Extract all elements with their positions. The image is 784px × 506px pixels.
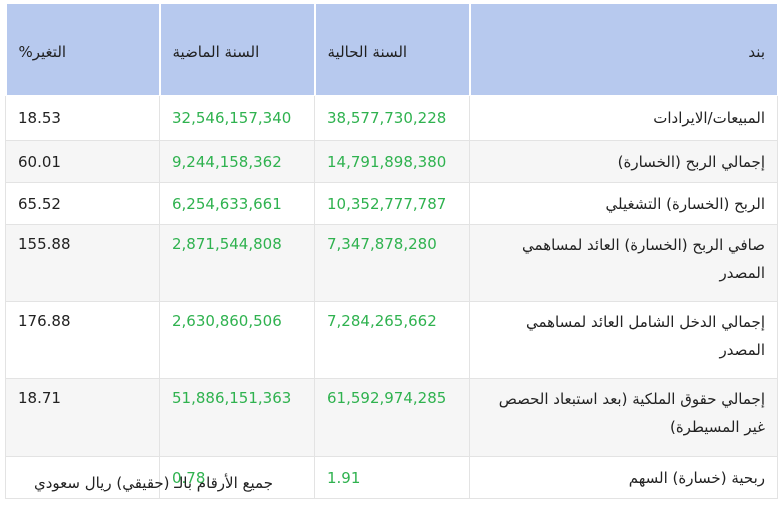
current-year-value: 38,577,730,228 [314,95,470,141]
previous-year-value: 2,871,544,808 [159,224,315,302]
previous-year-value: 2,630,860,506 [159,301,315,379]
row-label: الربح (الخسارة) التشغيلي [469,182,778,225]
previous-year-value: 51,886,151,363 [159,378,315,457]
row-label: إجمالي الدخل الشامل العائد لمساهمي المصد… [469,301,778,379]
change-value: 18.53 [5,95,160,141]
change-value: 65.52 [5,182,160,225]
header-previous-year: السنة الماضية [158,3,315,96]
current-year-value: 10,352,777,787 [314,182,470,225]
current-year-value: 7,347,878,280 [314,224,470,302]
table-row: ربحية (خسارة) السهم 1.91 0.78 [5,456,778,499]
change-value: 60.01 [5,140,160,183]
current-year-value: 61,592,974,285 [314,378,470,457]
row-label: إجمالي حقوق الملكية (بعد استبعاد الحصص غ… [469,378,778,457]
table-row: المبيعات/الايرادات 38,577,730,228 32,546… [5,95,778,141]
header-item: بند [468,3,778,96]
row-label: المبيعات/الايرادات [469,95,778,141]
previous-year-value: 6,254,633,661 [159,182,315,225]
row-label: إجمالي الربح (الخسارة) [469,140,778,183]
currency-footnote: جميع الأرقام بالـ (حقيقي) ريال سعودي [33,474,273,492]
change-value: 18.71 [5,378,160,457]
table-row: إجمالي حقوق الملكية (بعد استبعاد الحصص غ… [5,378,778,457]
table-row: صافي الربح (الخسارة) العائد لمساهمي المص… [5,224,778,302]
header-current-year: السنة الحالية [313,3,470,96]
table-row: الربح (الخسارة) التشغيلي 10,352,777,787 … [5,182,778,225]
change-value [5,456,160,499]
change-value: 176.88 [5,301,160,379]
previous-year-value: 0.78 [159,456,315,499]
previous-year-value: 9,244,158,362 [159,140,315,183]
table-row: إجمالي الدخل الشامل العائد لمساهمي المصد… [5,301,778,379]
current-year-value: 7,284,265,662 [314,301,470,379]
financial-table: بند السنة الحالية السنة الماضية التغير% … [4,3,778,499]
row-label: ربحية (خسارة) السهم [469,456,778,499]
header-change-percent: التغير% [4,3,160,96]
current-year-value: 14,791,898,380 [314,140,470,183]
change-value: 155.88 [5,224,160,302]
table-body: المبيعات/الايرادات 38,577,730,228 32,546… [5,95,778,499]
current-year-value: 1.91 [314,456,470,499]
previous-year-value: 32,546,157,340 [159,95,315,141]
table-row: إجمالي الربح (الخسارة) 14,791,898,380 9,… [5,140,778,183]
row-label: صافي الربح (الخسارة) العائد لمساهمي المص… [469,224,778,302]
table-header: بند السنة الحالية السنة الماضية التغير% [4,3,778,96]
